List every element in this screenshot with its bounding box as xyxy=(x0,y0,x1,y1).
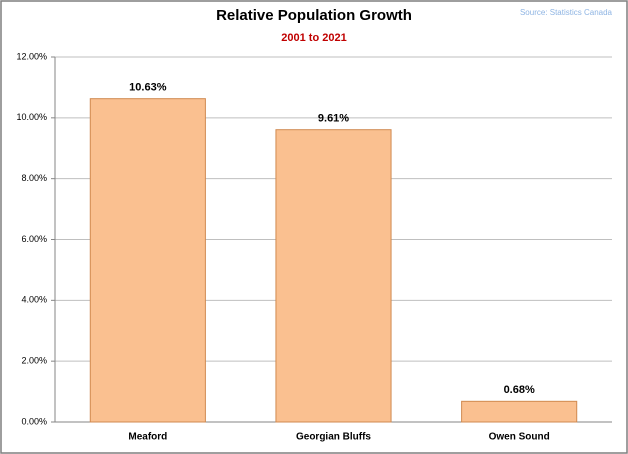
chart-title: Relative Population Growth xyxy=(216,7,412,24)
value-label: 9.61% xyxy=(318,113,349,125)
bar xyxy=(461,400,578,423)
value-label: 0.68% xyxy=(504,384,535,396)
x-tick-label: Georgian Bluffs xyxy=(296,432,371,443)
source-note: Source: Statistics Canada xyxy=(520,8,613,17)
x-tick-label: Meaford xyxy=(128,432,167,443)
y-tick-label: 6.00% xyxy=(21,234,47,244)
y-tick-label: 0.00% xyxy=(21,416,47,426)
y-tick-label: 2.00% xyxy=(21,356,47,366)
y-tick-label: 8.00% xyxy=(21,173,47,183)
x-tick-label: Owen Sound xyxy=(489,432,550,443)
y-tick-label: 10.00% xyxy=(16,112,47,122)
y-tick-label: 4.00% xyxy=(21,295,47,305)
y-tick-label: 12.00% xyxy=(16,51,47,61)
bar xyxy=(89,98,206,423)
bar xyxy=(275,129,392,423)
value-label: 10.63% xyxy=(129,82,167,94)
chart-subtitle: 2001 to 2021 xyxy=(281,32,346,44)
